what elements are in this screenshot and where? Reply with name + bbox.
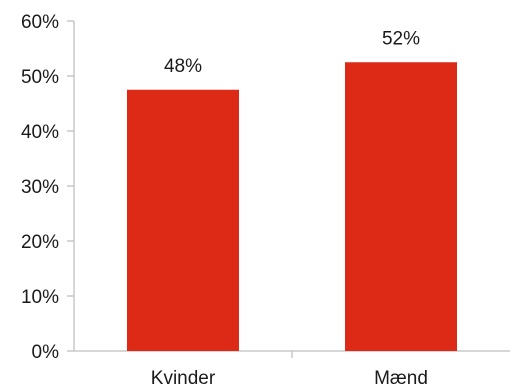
y-tick-label: 50% [21, 67, 59, 88]
data-label: 52% [382, 28, 420, 49]
x-axis: Kvinder Mænd [74, 350, 510, 389]
y-tick-label: 40% [21, 122, 59, 143]
x-category-label: Kvinder [151, 368, 216, 389]
y-axis: 0% 10% 20% 30% 40% 50% 60% [21, 12, 75, 363]
y-tick-label: 10% [21, 287, 59, 308]
y-tick-label: 60% [21, 12, 59, 33]
y-tick-label: 30% [21, 177, 59, 198]
bar-mænd [345, 62, 457, 351]
y-tick-label: 20% [21, 232, 59, 253]
data-label: 48% [164, 56, 202, 77]
y-tick-label: 0% [32, 342, 60, 363]
bar-kvinder [127, 89, 239, 351]
data-labels: 48% 52% [164, 28, 420, 77]
bars [127, 62, 457, 351]
x-category-label: Mænd [374, 368, 428, 389]
